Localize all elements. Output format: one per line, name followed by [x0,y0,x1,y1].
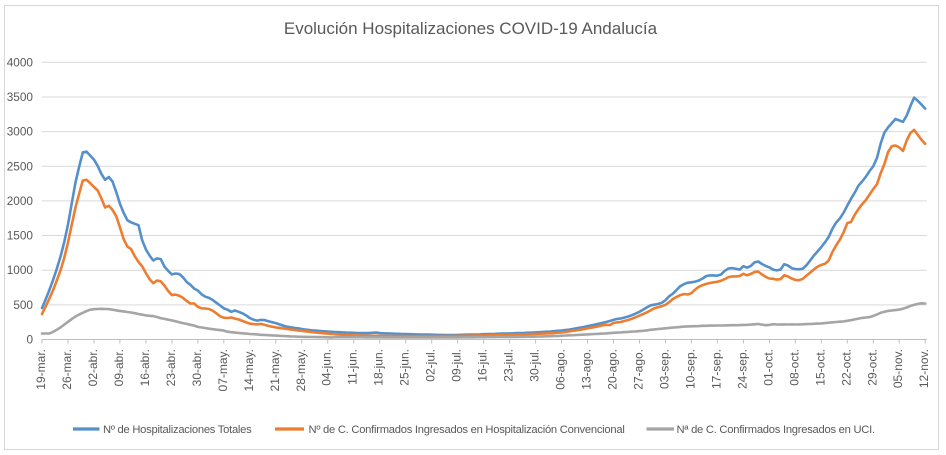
svg-text:09-abr.: 09-abr. [112,349,126,386]
svg-text:08-oct.: 08-oct. [787,349,801,386]
svg-text:30-abr.: 30-abr. [190,349,204,386]
svg-text:06-ago.: 06-ago. [554,349,568,390]
svg-text:3500: 3500 [7,90,34,104]
svg-text:2000: 2000 [7,194,34,208]
svg-text:01-oct.: 01-oct. [761,349,775,386]
svg-text:03-sep.: 03-sep. [657,349,671,389]
svg-text:15-oct.: 15-oct. [813,349,827,386]
svg-text:20-ago.: 20-ago. [606,349,620,390]
svg-text:12-nov.: 12-nov. [917,349,931,388]
svg-text:Nª de C. Confirmados Ingresado: Nª de C. Confirmados Ingresados en UCI. [677,424,875,436]
svg-text:09-jul.: 09-jul. [450,349,464,382]
svg-text:Nº de Hospitalizaciones Totale: Nº de Hospitalizaciones Totales [103,424,252,436]
svg-text:02-abr.: 02-abr. [86,349,100,386]
svg-text:3000: 3000 [7,125,34,139]
svg-text:1000: 1000 [7,263,34,277]
svg-text:500: 500 [13,298,33,312]
svg-text:0: 0 [26,333,33,347]
svg-text:16-jul.: 16-jul. [476,349,490,382]
svg-text:05-nov.: 05-nov. [891,349,905,388]
svg-text:04-jun.: 04-jun. [320,349,334,386]
svg-text:11-jun.: 11-jun. [346,349,360,385]
svg-text:21-may.: 21-may. [268,349,282,391]
svg-text:13-ago.: 13-ago. [580,349,594,390]
svg-text:Nº de C. Confirmados Ingresado: Nº de C. Confirmados Ingresados en Hospi… [309,424,625,436]
svg-text:29-oct.: 29-oct. [865,349,879,386]
svg-text:19-mar.: 19-mar. [34,349,48,390]
svg-text:10-sep.: 10-sep. [683,349,697,389]
svg-text:27-ago.: 27-ago. [632,349,646,390]
svg-text:02-jul.: 02-jul. [424,349,438,382]
svg-text:1500: 1500 [7,229,34,243]
svg-text:2500: 2500 [7,159,34,173]
svg-text:22-oct.: 22-oct. [839,349,853,386]
svg-text:23-jul.: 23-jul. [502,349,516,382]
svg-text:28-may.: 28-may. [294,349,308,391]
svg-text:24-sep.: 24-sep. [735,349,749,389]
svg-text:18-jun.: 18-jun. [372,349,386,386]
svg-text:4000: 4000 [7,55,34,69]
svg-text:07-may.: 07-may. [216,349,230,391]
svg-text:14-may.: 14-may. [242,349,256,391]
svg-text:Evolución Hospitalizaciones CO: Evolución Hospitalizaciones COVID-19 And… [284,19,658,38]
svg-text:23-abr.: 23-abr. [164,349,178,386]
svg-text:30-jul.: 30-jul. [528,349,542,382]
svg-text:16-abr.: 16-abr. [138,349,152,386]
svg-text:26-mar.: 26-mar. [60,349,74,390]
svg-text:17-sep.: 17-sep. [709,349,723,389]
svg-text:25-jun.: 25-jun. [398,349,412,386]
